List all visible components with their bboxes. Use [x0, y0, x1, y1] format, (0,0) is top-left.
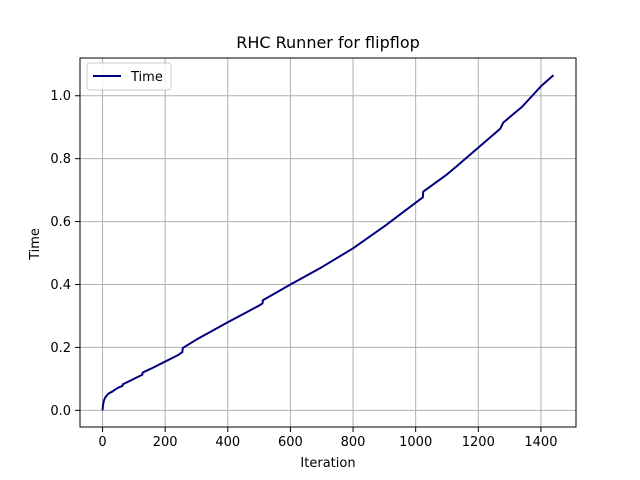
y-tick-label: 0.8 [50, 152, 71, 167]
x-axis: 0 200 400 600 800 1000 1200 1400 [98, 427, 557, 450]
x-tick-label: 1200 [462, 435, 495, 450]
y-tick-label: 1.0 [50, 89, 71, 104]
y-axis: 0.0 0.2 0.4 0.6 0.8 1.0 [50, 89, 80, 419]
plot-frame [79, 57, 577, 428]
x-tick-label: 0 [98, 435, 106, 450]
x-tick-label: 200 [153, 435, 178, 450]
series-line-time [101, 74, 555, 411]
legend: Time [86, 62, 172, 91]
x-tick-label: 1000 [399, 435, 432, 450]
x-axis-label: Iteration [300, 456, 355, 471]
y-tick-label: 0.6 [50, 215, 71, 230]
grid-lines [80, 58, 576, 427]
y-axis-label: Time [28, 228, 43, 261]
x-tick-label: 600 [278, 435, 303, 450]
x-tick-label: 800 [341, 435, 366, 450]
y-tick-label: 0.2 [50, 341, 71, 356]
x-tick-label: 400 [215, 435, 240, 450]
legend-box [86, 62, 172, 91]
y-tick-label: 0.0 [50, 404, 71, 419]
chart-title: RHC Runner for flipflop [236, 33, 420, 52]
legend-label-time: Time [130, 70, 163, 85]
series-layer [101, 74, 555, 411]
y-tick-label: 0.4 [50, 278, 71, 293]
x-tick-label: 1400 [524, 435, 557, 450]
